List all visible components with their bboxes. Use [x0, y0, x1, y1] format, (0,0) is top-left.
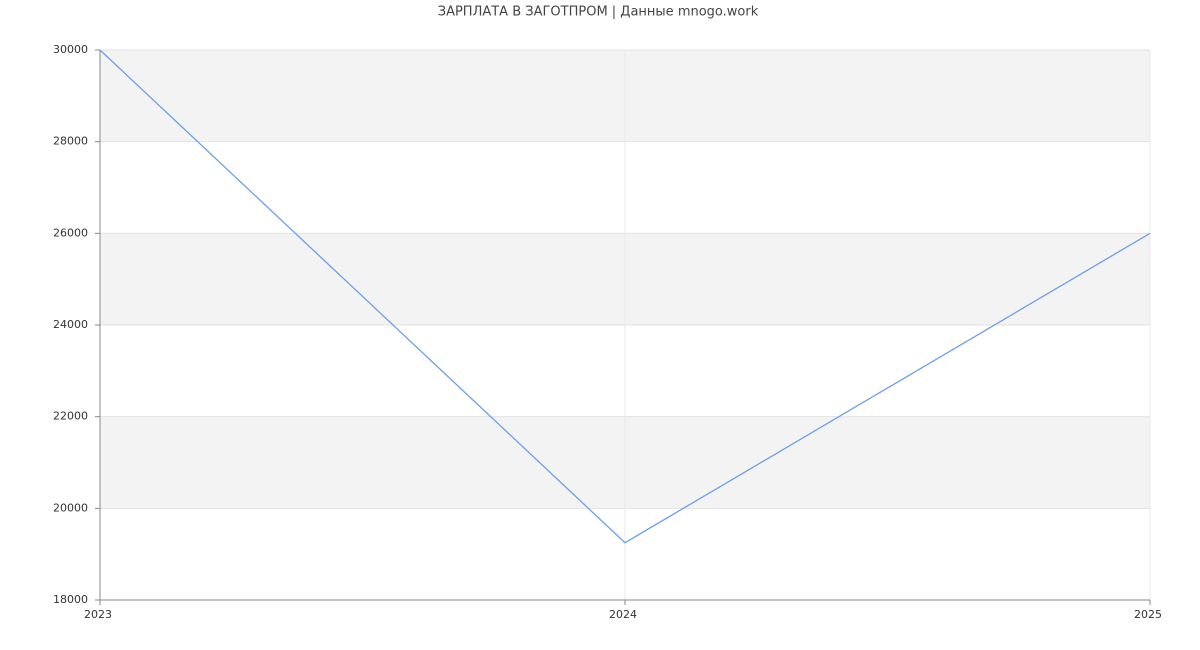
chart-title: ЗАРПЛАТА В ЗАГОТПРОМ | Данные mnogo.work: [438, 5, 759, 20]
y-tick-label: 22000: [53, 410, 88, 423]
y-tick-label: 20000: [53, 501, 88, 514]
y-tick-label: 30000: [53, 43, 88, 56]
x-tick-label: 2024: [609, 608, 637, 621]
y-tick-label: 26000: [53, 226, 88, 239]
y-tick-label: 18000: [53, 593, 88, 606]
x-tick-label: 2025: [1134, 608, 1162, 621]
x-tick-label: 2023: [84, 608, 112, 621]
y-tick-label: 28000: [53, 135, 88, 148]
y-tick-label: 24000: [53, 318, 88, 331]
line-series: [99, 49, 1151, 544]
